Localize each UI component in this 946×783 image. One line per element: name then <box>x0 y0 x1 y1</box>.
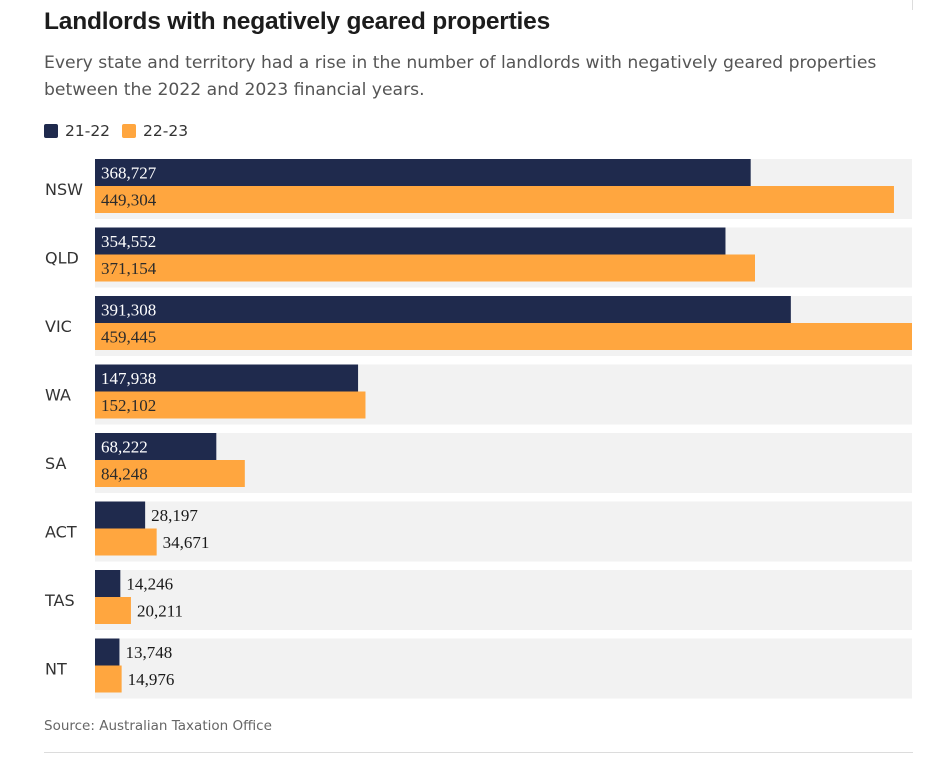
data-label-tas-21-22: 14,246 <box>126 575 173 594</box>
bar-qld-22-23 <box>95 254 755 282</box>
legend: 21-22 22-23 <box>44 121 200 141</box>
legend-item-21-22: 21-22 <box>44 122 110 140</box>
bottom-divider <box>44 752 913 753</box>
data-label-act-21-22: 28,197 <box>151 506 198 525</box>
chart-title: Landlords with negatively geared propert… <box>44 8 551 35</box>
bar-tas-22-23 <box>95 597 131 624</box>
data-label-vic-22-23: 459,445 <box>101 328 156 347</box>
legend-item-22-23: 22-23 <box>122 122 188 140</box>
bar-nsw-21-22 <box>95 159 751 186</box>
category-label-qld: QLD <box>45 249 79 268</box>
bar-nt-22-23 <box>95 665 122 693</box>
row-band-tas <box>95 570 912 630</box>
data-label-wa-22-23: 152,102 <box>101 396 156 415</box>
bar-nt-21-22 <box>95 638 120 666</box>
bar-sa-22-23 <box>95 460 245 487</box>
data-label-nsw-22-23: 449,304 <box>101 191 157 210</box>
bar-sa-21-22 <box>95 433 217 460</box>
top-divider <box>912 0 913 10</box>
category-label-tas: TAS <box>44 591 75 610</box>
data-label-act-22-23: 34,671 <box>163 533 210 552</box>
legend-label-21-22: 21-22 <box>65 122 111 140</box>
data-label-nt-22-23: 14,976 <box>128 670 175 689</box>
category-label-nsw: NSW <box>45 180 83 199</box>
bar-vic-22-23 <box>95 323 912 350</box>
data-label-vic-21-22: 391,308 <box>101 301 156 320</box>
bar-act-21-22 <box>95 501 146 529</box>
category-label-sa: SA <box>45 454 66 473</box>
bar-wa-21-22 <box>95 364 359 392</box>
category-label-act: ACT <box>45 523 77 542</box>
bar-tas-21-22 <box>95 570 121 597</box>
bar-qld-21-22 <box>95 227 726 255</box>
chart-subtitle: Every state and territory had a rise in … <box>44 53 877 100</box>
data-label-sa-21-22: 68,222 <box>101 438 148 457</box>
bar-chart: NSW 368,727 449,304 QLD 354,552 371,154 VIC 391… <box>44 159 912 699</box>
data-label-tas-22-23: 20,211 <box>137 602 183 621</box>
data-label-nsw-21-22: 368,727 <box>101 164 157 183</box>
category-label-nt: NT <box>45 660 67 679</box>
bar-vic-21-22 <box>95 296 791 323</box>
bar-wa-22-23 <box>95 391 366 419</box>
data-label-qld-21-22: 354,552 <box>101 232 156 251</box>
category-label-vic: VIC <box>45 317 72 336</box>
bar-act-22-23 <box>95 528 157 556</box>
data-label-wa-21-22: 147,938 <box>101 369 156 388</box>
data-label-qld-22-23: 371,154 <box>101 259 157 278</box>
legend-swatch-22-23 <box>122 124 137 138</box>
legend-swatch-21-22 <box>44 124 58 138</box>
source-note: Source: Australian Taxation Office <box>44 718 272 734</box>
row-band-nt <box>95 638 912 699</box>
bar-nsw-22-23 <box>95 186 894 213</box>
row-band-act <box>95 501 912 562</box>
legend-label-22-23: 22-23 <box>143 122 189 140</box>
category-label-wa: WA <box>45 386 71 405</box>
data-label-nt-21-22: 13,748 <box>125 643 172 662</box>
data-label-sa-22-23: 84,248 <box>101 465 148 484</box>
